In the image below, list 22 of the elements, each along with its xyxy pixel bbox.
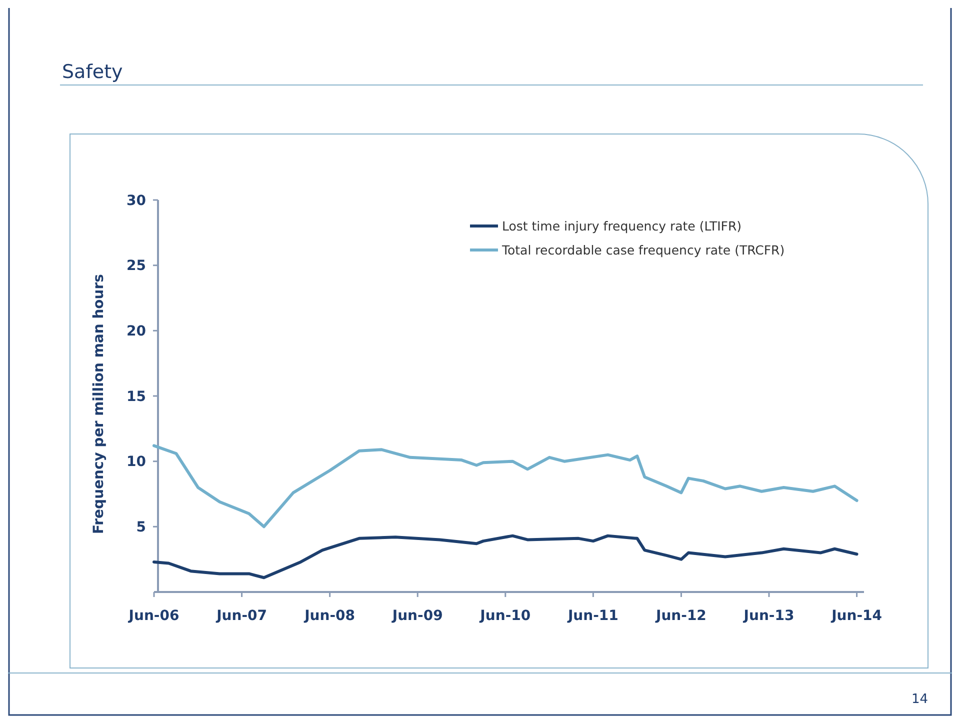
x-tick-label: Jun-10 [479,608,531,624]
x-tick-label: Jun-09 [391,608,443,624]
y-tick-label: 20 [126,324,146,340]
chart-title: Safety [62,61,123,83]
line-series [152,444,858,528]
legend-label: Lost time injury frequency rate (LTIFR) [502,218,742,234]
x-tick-label: Jun-08 [304,608,356,624]
y-tick-label: 5 [136,520,146,536]
x-tick-label: Jun-13 [742,608,794,624]
y-axis-title: Frequency per million man hours [91,274,107,534]
x-tick-label: Jun-07 [216,608,268,624]
y-tick-label: 30 [126,192,146,209]
line-series [152,534,858,580]
y-tick-label: 10 [126,454,146,470]
y-tick-label: 25 [126,258,146,274]
x-tick-label: Jun-14 [830,608,882,624]
x-tick-label: Jun-12 [654,608,706,624]
y-tick-label: 15 [126,388,146,405]
x-tick-label: Jun-11 [566,608,618,624]
text: 14 [911,692,928,707]
x-tick-label: Jun-06 [128,608,180,624]
legend-label: Total recordable case frequency rate (TRCFR) [501,242,785,258]
